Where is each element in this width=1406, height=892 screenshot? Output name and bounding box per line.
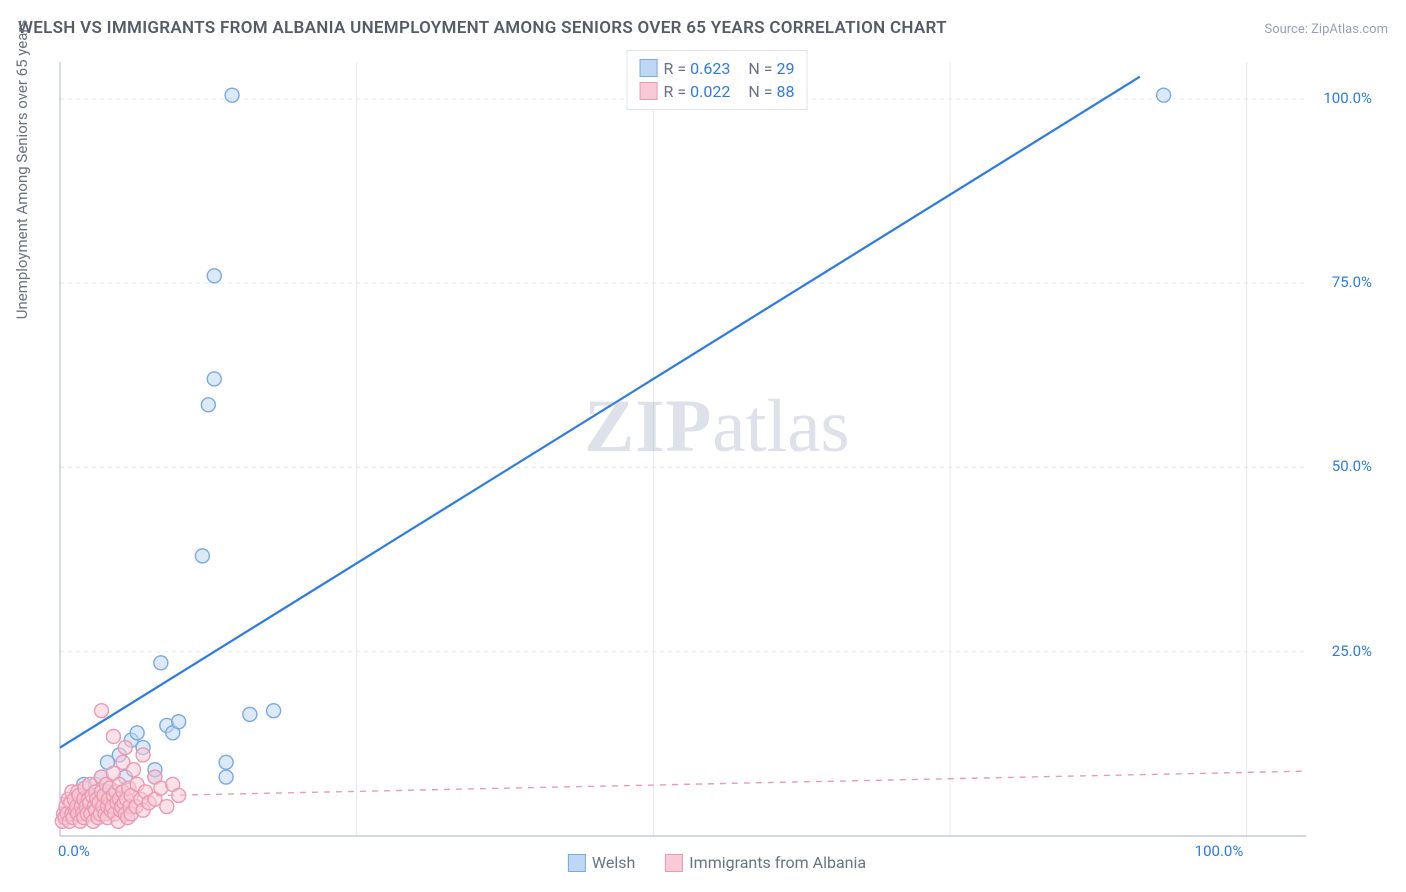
legend-item: Welsh	[568, 853, 635, 872]
y-axis-label: Unemployment Among Seniors over 65 years	[13, 20, 31, 319]
y-tick-label: 75.0%	[1332, 273, 1372, 291]
chart-title: WELSH VS IMMIGRANTS FROM ALBANIA UNEMPLO…	[18, 18, 947, 38]
y-tick-label: 50.0%	[1332, 457, 1372, 475]
y-tick-label: 100.0%	[1323, 89, 1372, 107]
series-legend: Welsh Immigrants from Albania	[568, 853, 866, 872]
legend-item: Immigrants from Albania	[665, 853, 866, 872]
source-label: Source: ZipAtlas.com	[1264, 22, 1388, 37]
legend-row: R = 0.022N = 88	[640, 80, 795, 103]
y-tick-label: 25.0%	[1332, 642, 1372, 660]
scatter-chart	[50, 50, 1384, 870]
correlation-legend: R = 0.623N = 29R = 0.022N = 88	[627, 50, 808, 110]
x-tick-label: 0.0%	[58, 842, 90, 860]
x-tick-label: 100.0%	[1195, 842, 1244, 860]
legend-row: R = 0.623N = 29	[640, 57, 795, 80]
